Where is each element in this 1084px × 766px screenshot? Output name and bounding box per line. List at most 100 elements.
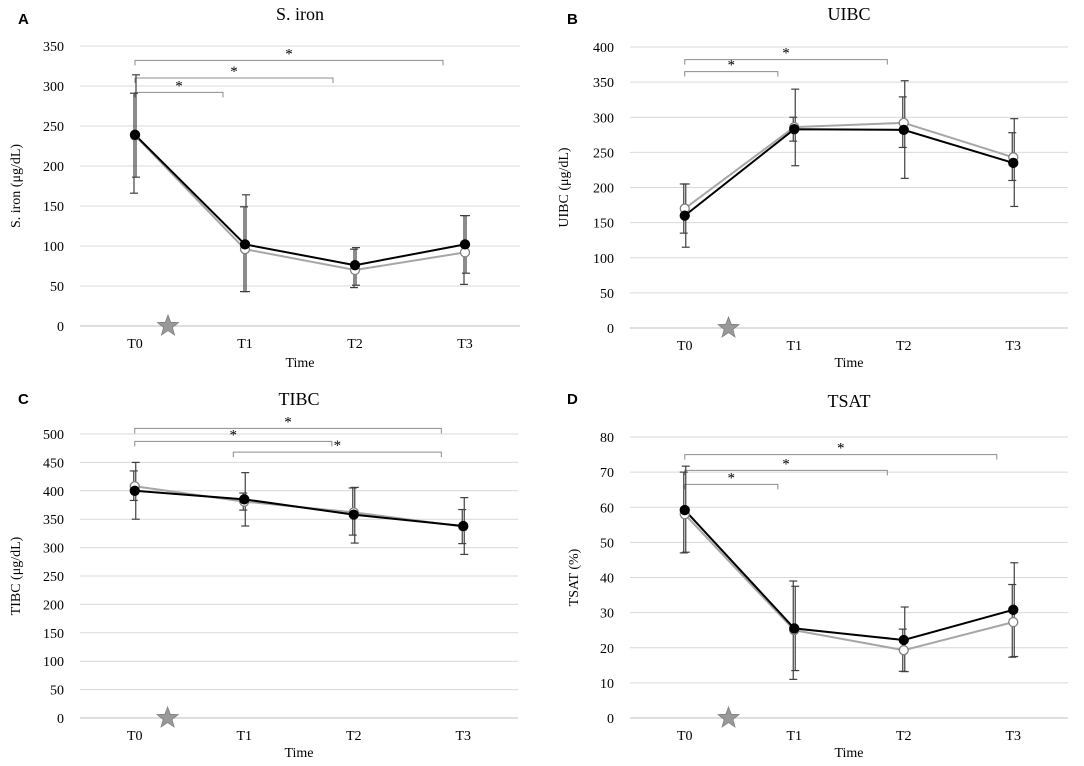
significance-label: * (284, 414, 292, 430)
chart-panel-b: B UIBC 0 50 100 150 200 250 300 350 400 T0 T1 T2 T3 Tim… (557, 4, 1068, 371)
y-axis-label: UIBC (μg/dL) (557, 147, 572, 228)
significance-label: * (782, 456, 790, 472)
panel-letter: C (18, 391, 29, 408)
y-tick-label: 200 (43, 598, 64, 613)
y-tick-label: 350 (593, 76, 614, 91)
x-axis-label: Time (284, 746, 313, 761)
data-point (129, 485, 140, 496)
significance-label: * (334, 438, 342, 454)
data-point (1008, 616, 1019, 628)
series-line (134, 134, 466, 267)
data-point (239, 494, 250, 505)
y-tick-label: 50 (600, 536, 614, 551)
series-line (134, 489, 464, 528)
x-tick-label: T2 (896, 729, 912, 744)
significance-bracket (684, 469, 888, 476)
x-tick-label: T0 (127, 729, 143, 744)
panel-letter: D (567, 391, 578, 408)
significance-bracket (134, 91, 224, 98)
y-tick-label: 0 (57, 320, 64, 335)
y-tick-label: 0 (57, 712, 64, 727)
y-tick-label: 50 (50, 684, 64, 699)
series-line (684, 513, 1014, 652)
x-tick-label: T0 (677, 729, 693, 744)
y-tick-label: 250 (43, 120, 64, 135)
significance-label: * (728, 58, 736, 74)
y-tick-label: 50 (600, 287, 614, 302)
significance-bracket (684, 483, 779, 490)
y-tick-label: 30 (600, 607, 614, 622)
y-tick-label: 500 (43, 428, 64, 443)
data-point (789, 124, 800, 135)
significance-bracket (134, 77, 334, 83)
significance-bracket (684, 71, 779, 77)
y-tick-label: 20 (600, 642, 614, 657)
y-tick-label: 100 (593, 252, 614, 267)
y-tick-label: 300 (593, 111, 614, 126)
treatment-star-icon (716, 315, 741, 338)
y-tick-label: 60 (600, 501, 614, 516)
y-tick-label: 10 (600, 677, 614, 692)
y-tick-label: 100 (43, 655, 64, 670)
x-tick-label: T1 (786, 729, 802, 744)
data-point (898, 634, 909, 646)
x-tick-label: T0 (677, 339, 693, 354)
chart-title: TSAT (827, 391, 870, 411)
series-line (684, 128, 1014, 217)
significance-bracket (684, 454, 998, 460)
chart-title: S. iron (276, 4, 324, 24)
significance-label: * (230, 64, 238, 80)
y-tick-label: 40 (600, 572, 614, 587)
x-axis-label: Time (834, 356, 863, 371)
x-tick-label: T1 (786, 339, 802, 354)
series-line (684, 509, 1014, 642)
significance-label: * (837, 441, 845, 457)
data-point (459, 239, 471, 250)
y-tick-label: 100 (43, 240, 64, 255)
y-tick-label: 150 (593, 217, 614, 232)
x-tick-label: T2 (896, 339, 912, 354)
x-tick-label: T0 (127, 337, 143, 352)
y-tick-label: 350 (43, 513, 64, 528)
significance-bracket (134, 59, 444, 66)
y-tick-label: 50 (50, 280, 64, 295)
x-tick-label: T1 (236, 729, 252, 744)
significance-bracket (684, 59, 888, 65)
chart-title: UIBC (827, 4, 870, 24)
data-point (349, 260, 361, 271)
data-point (129, 129, 141, 140)
x-tick-label: T3 (455, 729, 471, 744)
significance-bracket (232, 451, 442, 458)
treatment-star-icon (156, 313, 180, 336)
y-tick-label: 70 (600, 466, 614, 481)
significance-bracket (134, 440, 333, 447)
x-tick-label: T1 (237, 337, 253, 352)
panel-letter: A (18, 11, 29, 28)
y-tick-label: 400 (593, 41, 614, 56)
panel-letter: B (567, 11, 578, 28)
significance-label: * (728, 470, 736, 486)
data-point (898, 124, 909, 136)
series-line (134, 134, 466, 272)
x-tick-label: T2 (346, 729, 362, 744)
significance-label: * (782, 46, 790, 62)
data-point (1008, 157, 1019, 169)
chart-title: TIBC (278, 389, 319, 409)
significance-label: * (230, 427, 238, 443)
significance-bracket (134, 427, 442, 434)
series-line (684, 121, 1014, 210)
y-tick-label: 300 (43, 542, 64, 557)
treatment-star-icon (155, 705, 180, 728)
x-axis-label: Time (834, 746, 863, 761)
y-tick-label: 0 (607, 712, 614, 727)
data-point (679, 210, 690, 221)
y-axis-label: TSAT (%) (567, 548, 582, 606)
chart-panel-a: A S. iron 0 50 100 150 200 250 300 350 T0 T1 T2 T3 Tim… (9, 4, 520, 371)
data-point (1008, 604, 1019, 615)
data-point (898, 645, 909, 656)
y-tick-label: 300 (43, 80, 64, 95)
data-point (239, 239, 251, 250)
x-tick-label: T3 (1005, 729, 1021, 744)
x-tick-label: T2 (347, 337, 363, 352)
